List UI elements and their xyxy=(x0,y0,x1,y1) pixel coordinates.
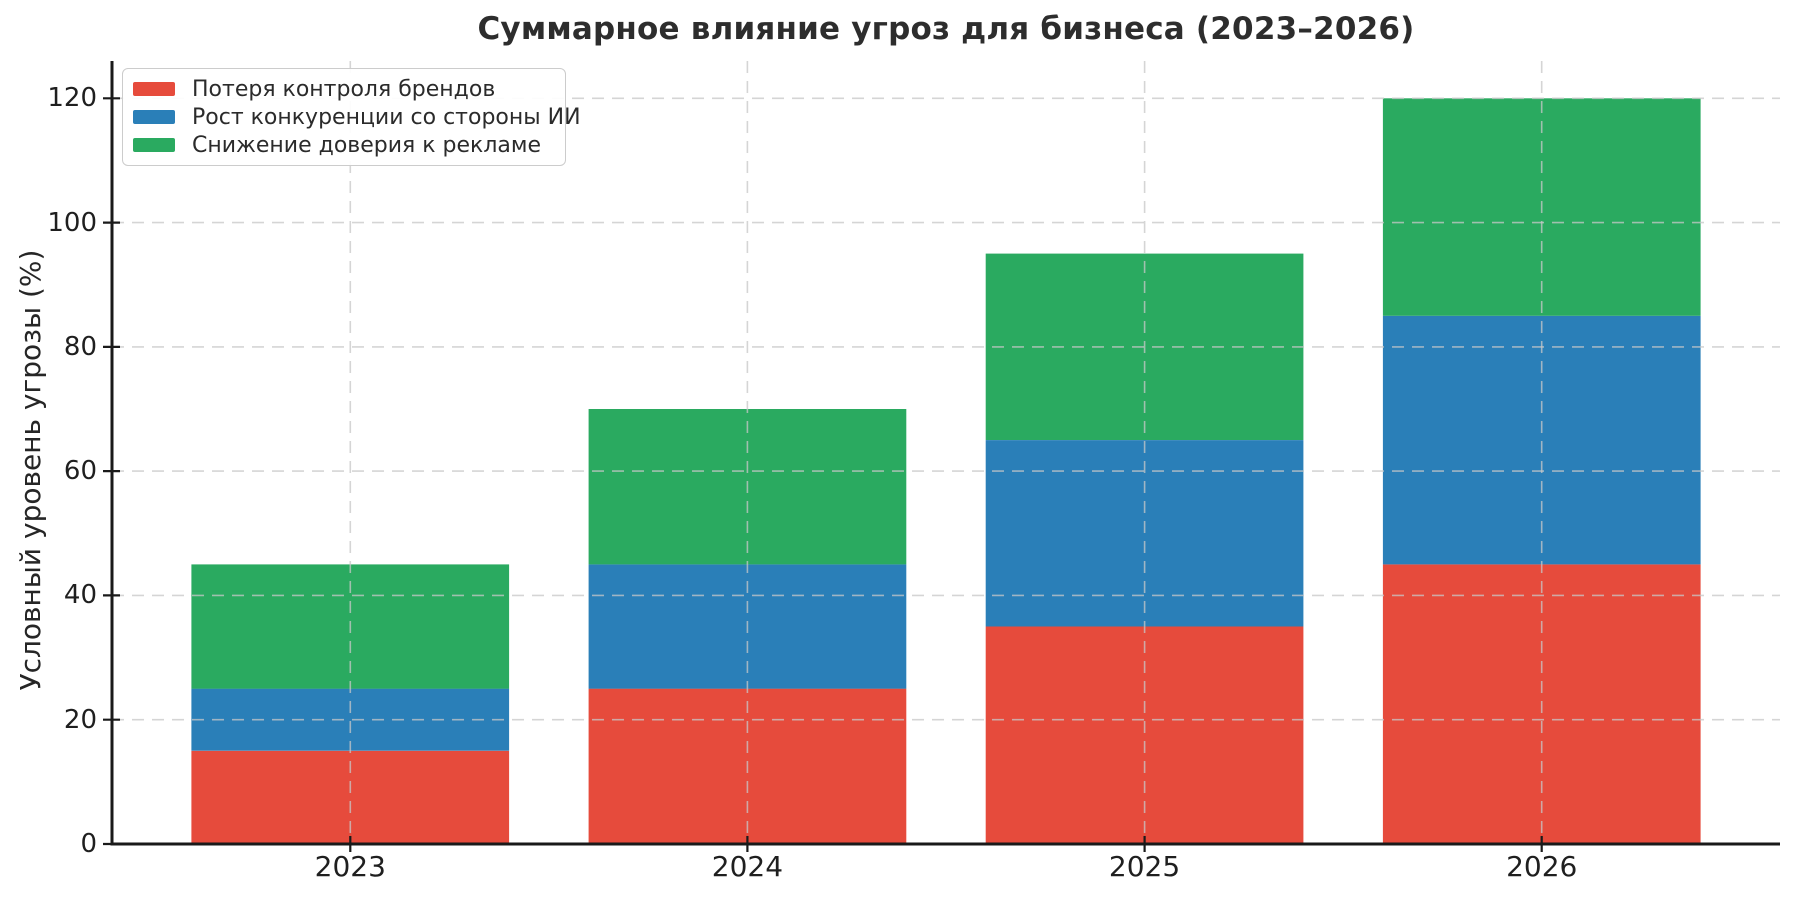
x-tick-label: 2024 xyxy=(711,850,784,883)
legend-label: Снижение доверия к рекламе xyxy=(192,132,542,158)
legend-label: Потеря контроля брендов xyxy=(192,76,496,102)
y-tick-label: 40 xyxy=(63,580,97,611)
y-tick-label: 80 xyxy=(63,331,97,362)
legend-swatch xyxy=(133,110,175,124)
y-tick-label: 60 xyxy=(63,456,97,487)
y-tick-label: 100 xyxy=(47,207,97,238)
y-tick-label: 20 xyxy=(63,704,97,735)
legend-row: Потеря контроля брендов xyxy=(133,75,555,103)
y-tick-label: 0 xyxy=(80,829,97,859)
x-tick-label: 2025 xyxy=(1108,850,1181,883)
x-tick-label: 2026 xyxy=(1506,850,1578,883)
legend-row: Рост конкуренции со стороны ИИ xyxy=(133,103,581,131)
legend: Потеря контроля брендов Рост конкуренции … xyxy=(122,68,581,166)
legend-swatch xyxy=(133,82,175,96)
legend-label: Рост конкуренции со стороны ИИ xyxy=(192,104,581,130)
x-tick-label: 2023 xyxy=(314,850,386,883)
legend-row: Снижение доверия к рекламе xyxy=(133,131,555,159)
chart-title: Суммарное влияние угроз для бизнеса (202… xyxy=(477,11,1415,47)
legend-swatch xyxy=(133,138,175,152)
y-tick-label: 120 xyxy=(47,83,97,114)
